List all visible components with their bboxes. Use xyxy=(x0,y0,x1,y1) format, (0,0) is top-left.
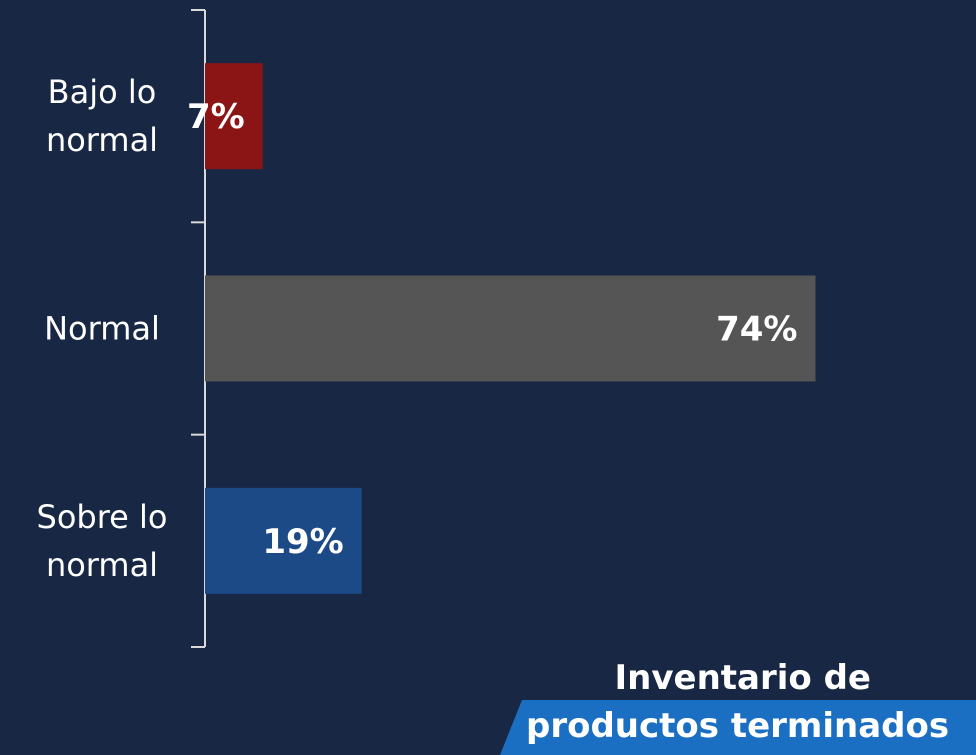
bar-1 xyxy=(205,275,816,382)
data-label-0: 7% xyxy=(187,97,245,137)
category-label-0: Bajo lo normal xyxy=(46,73,158,159)
chart-title-line-2: productos terminados xyxy=(526,706,950,746)
data-label-1: 74% xyxy=(716,310,797,350)
data-label-2: 19% xyxy=(262,522,343,562)
chart-title-band xyxy=(500,700,976,755)
chart-title-line-1: Inventario de xyxy=(614,658,872,698)
chart-title-block: Inventario de productos terminados xyxy=(500,650,976,755)
bar-chart: 7% Bajo lo normal 74% Normal 19% Sobre lo norma… xyxy=(37,9,816,648)
category-label-2: Sobre lo normal xyxy=(37,498,168,584)
category-label-1: Normal xyxy=(44,310,160,348)
bar-2 xyxy=(205,487,362,594)
bar-0 xyxy=(205,63,263,170)
chart-svg: 7% Bajo lo normal 74% Normal 19% Sobre lo norma… xyxy=(37,9,816,648)
